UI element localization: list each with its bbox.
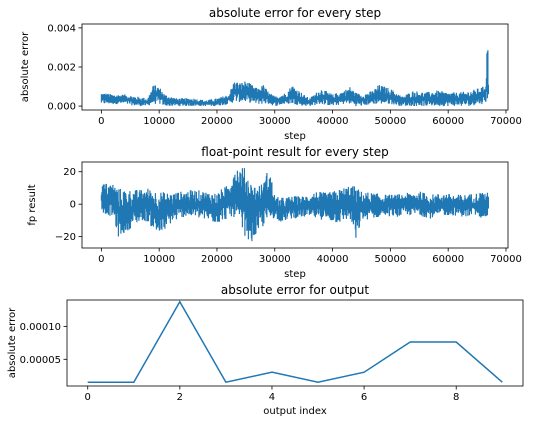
panel2-frame (81, 161, 509, 249)
panel2-xlabel: step (284, 269, 306, 280)
panel3-series (87, 300, 503, 384)
panel1-ticks: 0 10000 20000 30000 40000 50000 60000 70000 0.00… (47, 23, 522, 127)
panel2-xtick-label: 10000 (143, 254, 175, 265)
panel-abs-error-step: absolute error for every step absolute e… (20, 6, 522, 142)
panel2-ytick-label: −20 (55, 232, 76, 243)
panel1-xtick-label: 50000 (374, 116, 406, 127)
panel3-xtick-label: 0 (85, 392, 91, 403)
panel1-xtick-label: 20000 (201, 116, 233, 127)
panel3-ylabel: absolute error (7, 307, 18, 378)
panel3-ytick-label: 0.00010 (20, 322, 61, 333)
panel3-xtick-label: 8 (453, 392, 459, 403)
panel2-xtick-label: 40000 (317, 254, 349, 265)
panel3-frame (66, 299, 524, 387)
panel2-xtick-label: 60000 (432, 254, 464, 265)
panel3-xtick-label: 4 (269, 392, 275, 403)
panel3-series-line (87, 300, 503, 384)
panel2-xtick-label: 0 (98, 254, 104, 265)
panel1-ylabel: absolute error (20, 31, 31, 102)
panel1-xtick-label: 0 (98, 116, 104, 127)
panel2-series (100, 168, 489, 242)
panel2-series-line (100, 168, 489, 242)
panel1-xtick-label: 40000 (317, 116, 349, 127)
panel1-xtick-label: 60000 (432, 116, 464, 127)
panel1-xtick-label: 70000 (490, 116, 522, 127)
panel3-xtick-label: 2 (177, 392, 183, 403)
panel2-title: float-point result for every step (201, 145, 388, 159)
panel2-xtick-label: 70000 (490, 254, 522, 265)
panel3-xlabel: output index (263, 406, 327, 417)
panel3-title: absolute error for output (221, 283, 369, 297)
panel3-ytick-label: 0.00005 (20, 355, 61, 366)
panel2-ticks: 0 10000 20000 30000 40000 50000 60000 70000 −20 0… (55, 167, 522, 265)
panel3-xtick-label: 6 (361, 392, 367, 403)
panel2-xtick-label: 20000 (201, 254, 233, 265)
panel1-frame (81, 23, 509, 111)
panel1-series (100, 50, 489, 107)
panel2-ytick-label: 0 (70, 200, 76, 211)
panel1-ytick-label: 0.000 (47, 102, 76, 113)
panel2-ytick-label: 20 (63, 167, 76, 178)
panel-abs-error-output: absolute error for output absolute error… (7, 283, 524, 417)
panel2-xtick-label: 30000 (259, 254, 291, 265)
panel2-ylabel: fp result (27, 184, 38, 225)
panel1-series-line (100, 50, 489, 107)
panel3-ticks: 0 2 4 6 8 0.00005 0.00010 (20, 322, 460, 403)
panel1-xtick-label: 10000 (143, 116, 175, 127)
panel1-xlabel: step (284, 131, 306, 142)
panel1-ytick-label: 0.002 (47, 63, 76, 74)
panel2-xtick-label: 50000 (374, 254, 406, 265)
panel1-title: absolute error for every step (209, 6, 381, 20)
panel1-xtick-label: 30000 (259, 116, 291, 127)
panel-fp-result-step: float-point result for every step fp res… (27, 145, 522, 280)
panel1-ytick-label: 0.004 (47, 23, 76, 34)
